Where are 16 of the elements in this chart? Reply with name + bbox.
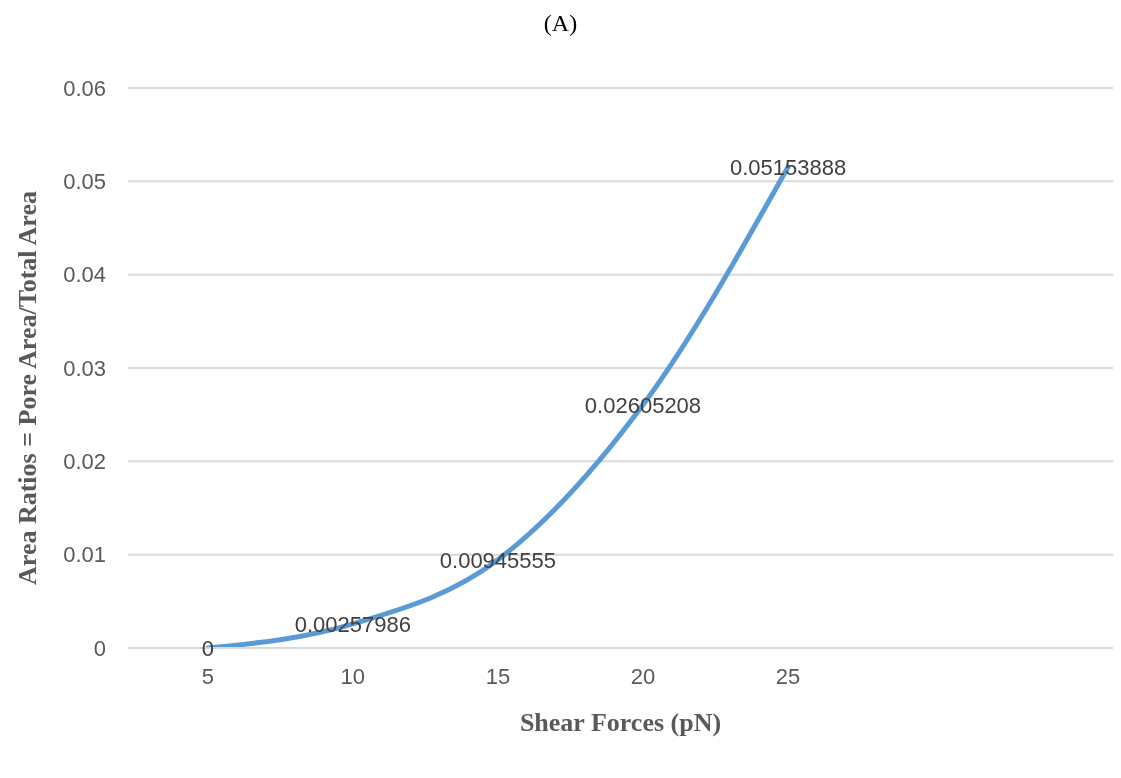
x-tick-label: 15 [485, 663, 511, 689]
y-tick-label: 0.02 [63, 449, 106, 475]
y-tick-label: 0.05 [63, 169, 106, 195]
x-tick-label: 5 [201, 663, 214, 689]
x-tick-label: 25 [775, 663, 801, 689]
data-label: 0.05153888 [729, 154, 847, 180]
y-axis-title: Area Ratios = Pore Area/Total Area [13, 191, 43, 585]
x-axis-title: Shear Forces (pN) [518, 708, 723, 738]
chart-title: (A) [542, 9, 579, 38]
y-tick-label: 0.06 [63, 75, 106, 101]
y-tick-label: 0.04 [63, 262, 106, 288]
x-tick-label: 20 [630, 663, 656, 689]
x-tick-label: 10 [340, 663, 366, 689]
y-tick-label: 0.01 [63, 542, 106, 568]
y-tick-label: 0 [93, 635, 106, 661]
y-tick-label: 0.03 [63, 355, 106, 381]
